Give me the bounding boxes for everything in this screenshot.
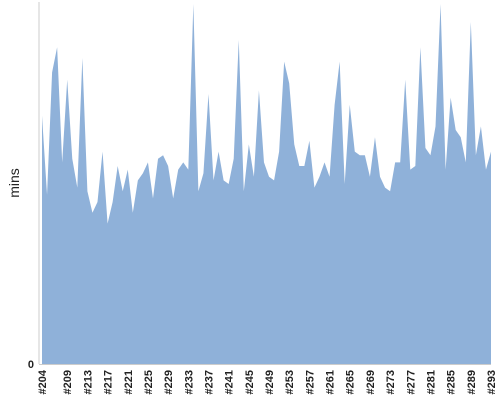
- y-tick-label: 0: [28, 359, 34, 371]
- y-axis-title: mins: [6, 168, 22, 198]
- x-tick-label: #204: [37, 369, 49, 394]
- x-tick-label: #245: [244, 370, 256, 394]
- x-tick-label: #221: [123, 370, 135, 394]
- x-tick-label: #229: [163, 370, 175, 394]
- x-tick-label: #237: [203, 370, 215, 394]
- x-tick-label: #249: [264, 370, 276, 394]
- x-tick-label: #273: [385, 370, 397, 394]
- x-tick-label: #225: [143, 370, 155, 394]
- plot-area: [42, 4, 491, 364]
- x-tick-label: #261: [325, 370, 337, 394]
- tick-labels: 0#204 #209 #213 #217 #221 #225 #229 #233 #237 #24…: [28, 359, 498, 394]
- x-tick-label: #289: [466, 370, 478, 394]
- x-tick-label: #257: [304, 370, 316, 394]
- x-tick-label: #285: [446, 370, 458, 394]
- series-area: [42, 4, 491, 364]
- x-tick-label: #241: [224, 370, 236, 394]
- x-tick-label: #281: [425, 370, 437, 394]
- x-tick-label: #293: [486, 370, 498, 394]
- x-tick-label: #265: [345, 370, 357, 394]
- axes: [38, 2, 491, 365]
- x-tick-label: #233: [183, 370, 195, 394]
- x-tick-label: #209: [62, 370, 74, 394]
- x-tick-label: #217: [103, 370, 115, 394]
- x-tick-label: #213: [82, 370, 94, 394]
- x-tick-label: #277: [405, 370, 417, 394]
- x-tick-label: #253: [284, 370, 296, 394]
- x-tick-label: #269: [365, 370, 377, 394]
